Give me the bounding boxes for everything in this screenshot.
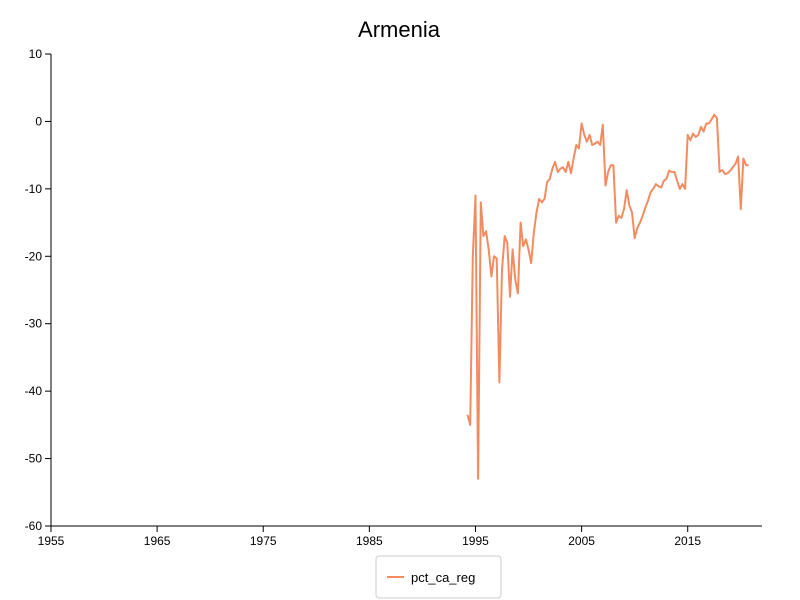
y-tick-label: -60	[25, 519, 43, 533]
x-tick-label: 1955	[38, 534, 65, 548]
x-tick-label: 1975	[250, 534, 277, 548]
legend-label-pct-ca-reg: pct_ca_reg	[411, 570, 475, 585]
series-line-pct-ca-reg	[466, 113, 749, 480]
x-tick-label: 2005	[568, 534, 595, 548]
y-tick-label: -50	[25, 452, 43, 466]
y-tick-label: 10	[29, 47, 43, 61]
x-tick-label: 1995	[462, 534, 489, 548]
y-tick-label: -10	[25, 182, 43, 196]
y-tick-label: -40	[25, 384, 43, 398]
legend-box	[375, 555, 502, 599]
series-layer	[466, 113, 749, 480]
legend: pct_ca_reg	[375, 555, 502, 599]
x-tick-label: 2015	[674, 534, 701, 548]
y-tick-label: 0	[35, 114, 42, 128]
x-tick-label: 1985	[356, 534, 383, 548]
y-tick-label: -20	[25, 249, 43, 263]
y-tick-label: -30	[25, 317, 43, 331]
chart-title: Armenia	[358, 17, 441, 42]
x-tick-label: 1965	[144, 534, 171, 548]
